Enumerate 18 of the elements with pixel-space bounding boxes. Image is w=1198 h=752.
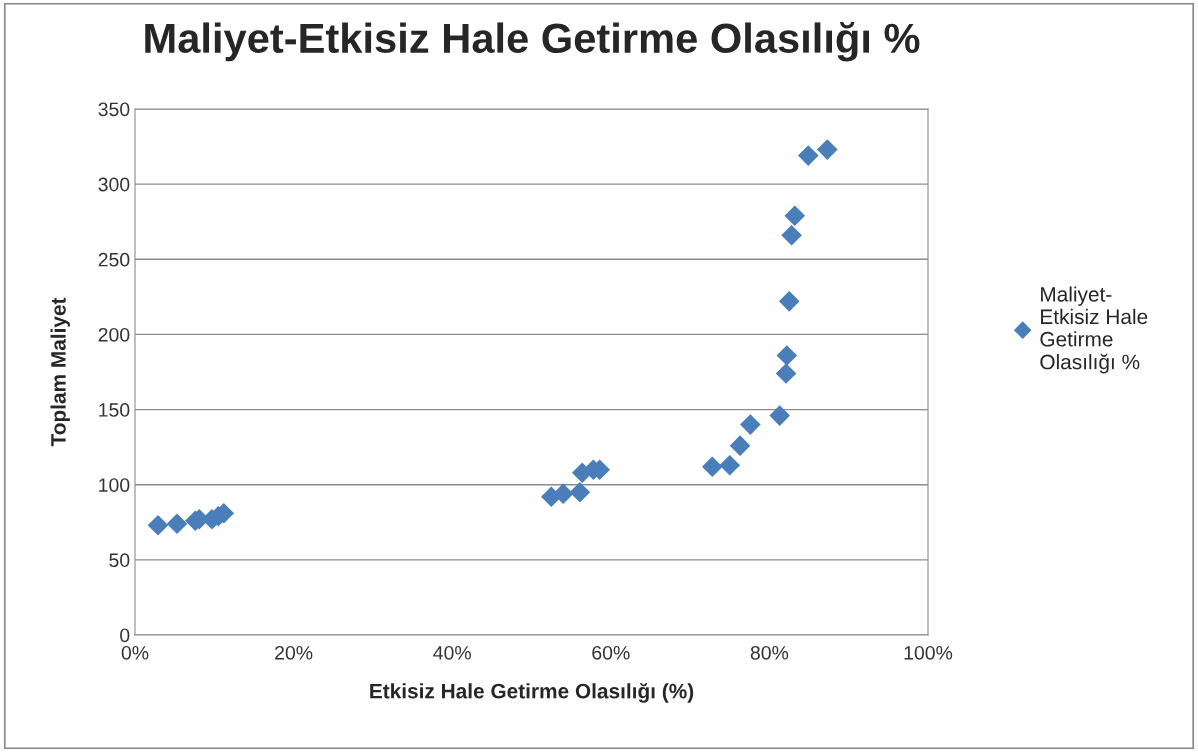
y-tick-label: 100 (99, 478, 130, 492)
x-tick-label: 60% (592, 645, 630, 660)
y-tick-label: 250 (98, 252, 130, 267)
x-tick-label: 20% (275, 645, 313, 660)
y-axis-title: Toplam Maliyet (50, 297, 70, 447)
legend-label: Maliyet-Etkisiz Hale Getirme Olasılığı % (1040, 286, 1148, 374)
y-tick-label: 0 (120, 628, 130, 643)
chart-title: Maliyet-Etkisiz Hale Getirme Olasılığı % (145, 22, 920, 62)
x-tick-label: 40% (433, 645, 471, 660)
y-tick-label: 200 (98, 327, 130, 342)
y-tick-label: 350 (98, 102, 130, 117)
y-tick-label: 150 (99, 403, 130, 417)
x-tick-label: 100% (904, 645, 953, 660)
y-tick-label: 50 (109, 553, 130, 568)
x-axis-title: Etkisiz Hale Getirme Olasılığı (%) (370, 682, 694, 703)
x-tick-label: 80% (750, 645, 789, 660)
x-tick-label: 0% (121, 645, 149, 660)
y-tick-label: 300 (98, 177, 130, 192)
